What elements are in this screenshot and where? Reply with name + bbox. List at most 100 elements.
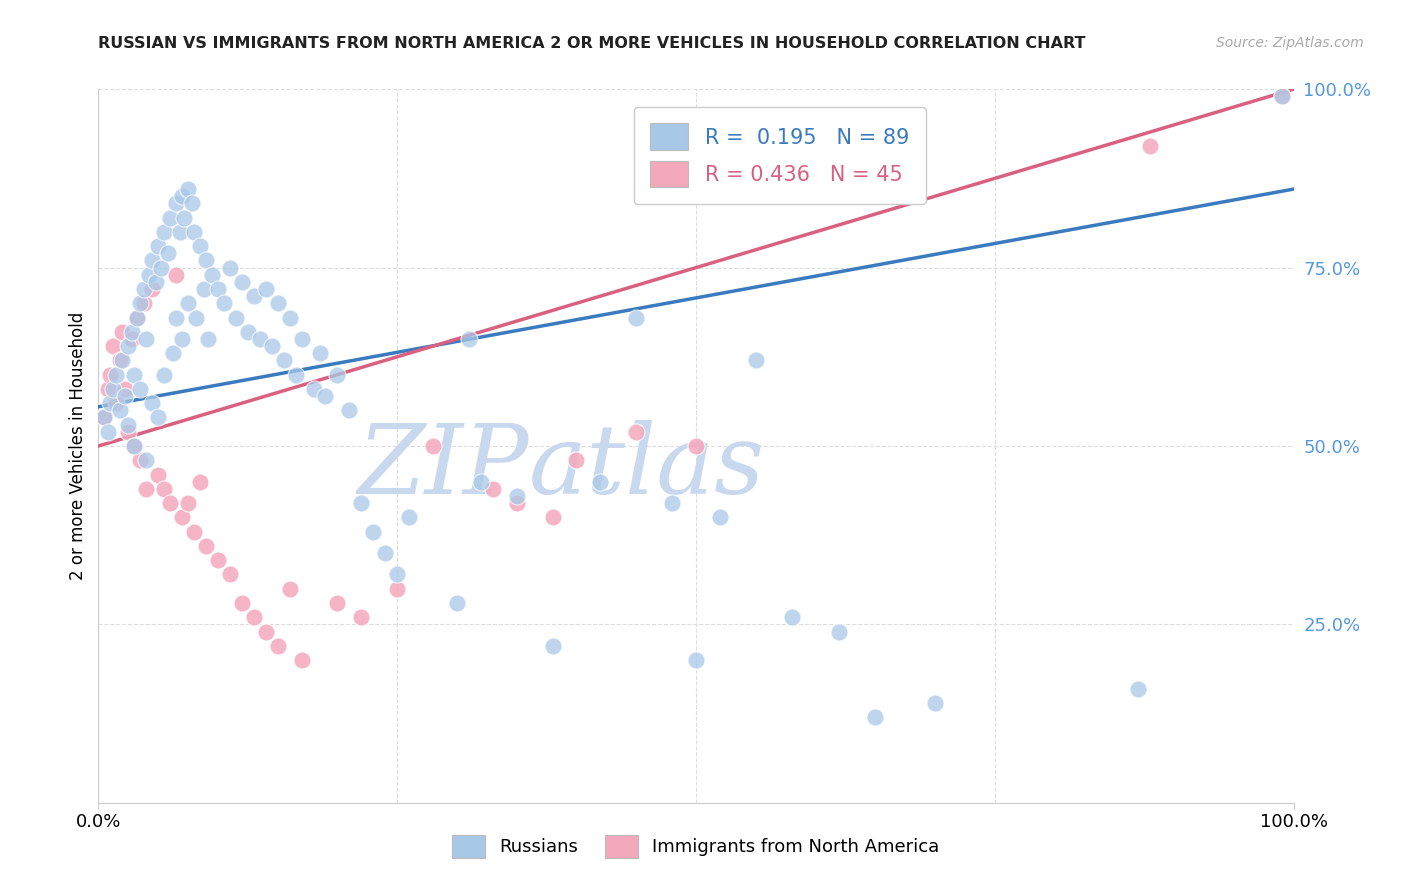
Point xyxy=(129,453,152,467)
Point xyxy=(188,475,211,489)
Point xyxy=(626,310,648,325)
Point xyxy=(135,332,157,346)
Point xyxy=(93,410,115,425)
Point xyxy=(254,282,277,296)
Text: Source: ZipAtlas.com: Source: ZipAtlas.com xyxy=(1216,36,1364,50)
Point xyxy=(124,439,146,453)
Point xyxy=(172,332,194,346)
Point xyxy=(267,639,290,653)
Point xyxy=(135,453,157,467)
Point xyxy=(156,246,179,260)
Point xyxy=(121,332,143,346)
Point xyxy=(924,696,946,710)
Point xyxy=(132,296,155,310)
Point xyxy=(350,496,373,510)
Text: atlas: atlas xyxy=(529,420,765,515)
Point xyxy=(153,225,176,239)
Point xyxy=(197,332,219,346)
Point xyxy=(350,610,373,624)
Point xyxy=(129,296,152,310)
Point xyxy=(97,425,120,439)
Point xyxy=(219,260,242,275)
Point xyxy=(111,353,134,368)
Point xyxy=(121,325,143,339)
Point xyxy=(177,182,200,196)
Point xyxy=(125,310,148,325)
Point xyxy=(135,482,157,496)
Point xyxy=(105,396,128,410)
Point xyxy=(105,368,128,382)
Point xyxy=(1139,139,1161,153)
Point xyxy=(828,624,851,639)
Y-axis label: 2 or more Vehicles in Household: 2 or more Vehicles in Household xyxy=(69,312,87,580)
Point xyxy=(273,353,295,368)
Point xyxy=(141,396,163,410)
Point xyxy=(98,396,122,410)
Point xyxy=(108,353,131,368)
Point xyxy=(111,325,134,339)
Point xyxy=(225,310,247,325)
Point xyxy=(180,196,202,211)
Point xyxy=(254,624,277,639)
Point xyxy=(172,189,194,203)
Point xyxy=(685,653,707,667)
Point xyxy=(291,653,314,667)
Point xyxy=(236,325,259,339)
Point xyxy=(506,496,529,510)
Point xyxy=(385,567,409,582)
Point xyxy=(685,439,707,453)
Point xyxy=(117,417,139,432)
Point xyxy=(398,510,420,524)
Point xyxy=(780,610,803,624)
Point xyxy=(284,368,307,382)
Point xyxy=(207,282,229,296)
Point xyxy=(1128,681,1150,696)
Point xyxy=(1271,89,1294,103)
Point xyxy=(278,582,301,596)
Point xyxy=(148,239,170,253)
Point xyxy=(149,260,172,275)
Point xyxy=(260,339,283,353)
Point xyxy=(458,332,481,346)
Point xyxy=(138,268,160,282)
Point xyxy=(159,211,181,225)
Point xyxy=(278,310,301,325)
Point xyxy=(267,296,290,310)
Point xyxy=(159,496,181,510)
Point xyxy=(219,567,242,582)
Point xyxy=(385,582,409,596)
Point xyxy=(212,296,235,310)
Point xyxy=(243,610,266,624)
Point xyxy=(114,389,136,403)
Point xyxy=(374,546,396,560)
Point xyxy=(129,382,152,396)
Text: RUSSIAN VS IMMIGRANTS FROM NORTH AMERICA 2 OR MORE VEHICLES IN HOUSEHOLD CORRELA: RUSSIAN VS IMMIGRANTS FROM NORTH AMERICA… xyxy=(98,36,1085,51)
Point xyxy=(153,368,176,382)
Point xyxy=(506,489,529,503)
Point xyxy=(162,346,184,360)
Point xyxy=(186,310,208,325)
Point xyxy=(194,539,218,553)
Point xyxy=(249,332,271,346)
Point xyxy=(177,296,200,310)
Point xyxy=(541,510,564,524)
Point xyxy=(117,339,139,353)
Point xyxy=(165,310,187,325)
Point xyxy=(326,368,349,382)
Point xyxy=(626,425,648,439)
Point xyxy=(541,639,564,653)
Point xyxy=(363,524,385,539)
Point xyxy=(165,196,187,211)
Point xyxy=(101,339,124,353)
Point xyxy=(101,382,124,396)
Point xyxy=(173,211,195,225)
Point xyxy=(231,596,253,610)
Point xyxy=(863,710,887,724)
Point xyxy=(124,439,146,453)
Point xyxy=(231,275,253,289)
Point xyxy=(183,524,205,539)
Point xyxy=(661,496,683,510)
Point xyxy=(243,289,266,303)
Point xyxy=(201,268,224,282)
Point xyxy=(93,410,115,425)
